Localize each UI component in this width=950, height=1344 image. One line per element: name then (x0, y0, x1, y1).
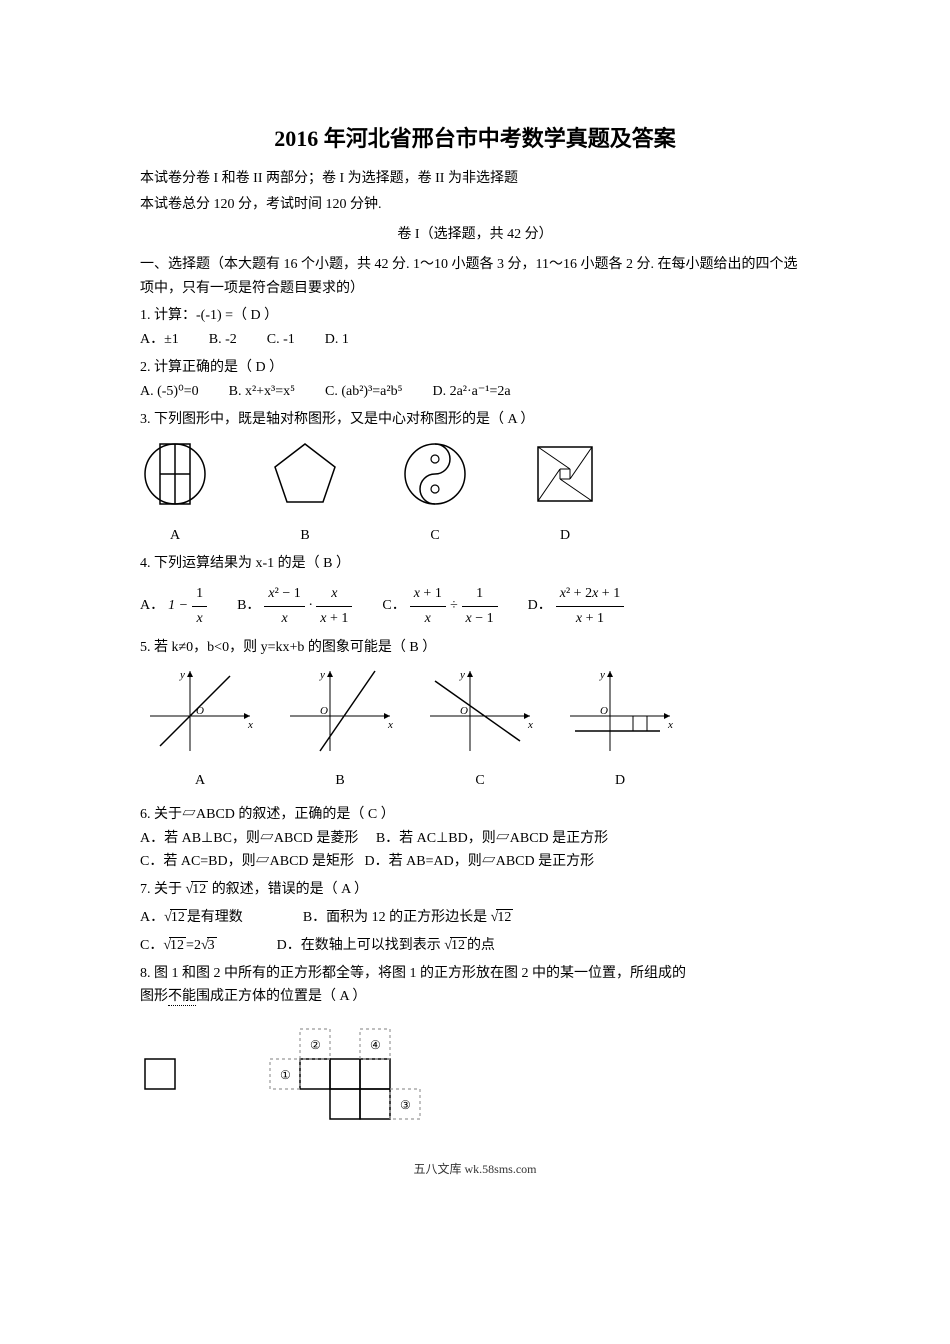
q7-row1: A．12是有理数 B．面积为 12 的正方形边长是 12 (140, 906, 810, 930)
q8-text-2: 图形不能围成正方体的位置是（ A ） (140, 989, 366, 1004)
section-1-header: 卷 I（选择题，共 42 分） (140, 223, 810, 247)
question-6: 6. 关于▱ABCD 的叙述，正确的是（ C ） A．若 AB⊥BC，则▱ABC… (140, 803, 810, 874)
q5-text: 5. 若 k≠0，b<0，则 y=kx+b 的图象可能是（ B ） (140, 640, 436, 655)
q5-graphs: O x y A O x y B O x y (140, 666, 810, 793)
q5-graph-d: O x y D (560, 666, 680, 793)
q3-fig-b: B (270, 439, 340, 548)
q7-opt-d: D．在数轴上可以找到表示 12的点 (277, 934, 495, 958)
shape-a-icon (140, 439, 210, 509)
q6-row1: A．若 AB⊥BC，则▱ABCD 是菱形 B．若 AC⊥BD，则▱ABCD 是正… (140, 827, 810, 851)
q1-opt-c: C. -1 (267, 328, 295, 352)
q4-opt-c: C． x + 1x ÷ 1x − 1 (382, 582, 497, 631)
q3-fig-c: C (400, 439, 470, 548)
question-7: 7. 关于 12 的叙述，错误的是（ A ） A．12是有理数 B．面积为 12… (140, 878, 810, 957)
q5-label-c: C (420, 769, 540, 793)
svg-text:x: x (387, 719, 393, 731)
q5-label-b: B (280, 769, 400, 793)
intro-line-1: 本试卷分卷 I 和卷 II 两部分；卷 I 为选择题，卷 II 为非选择题 (140, 167, 810, 191)
q4-text: 4. 下列运算结果为 x-1 的是（ B ） (140, 556, 350, 571)
pinwheel-icon (530, 439, 600, 509)
question-8: 8. 图 1 和图 2 中所有的正方形都全等，将图 1 的正方形放在图 2 中的… (140, 962, 810, 1130)
svg-text:O: O (460, 705, 468, 717)
line-graph-a-icon: O x y (140, 666, 260, 756)
q4-opt-a: A． 1 − 1x (140, 582, 207, 631)
q1-opt-a: A．±1 (140, 328, 179, 352)
q3-fig-a: A (140, 439, 210, 548)
q8-text-1: 8. 图 1 和图 2 中所有的正方形都全等，将图 1 的正方形放在图 2 中的… (140, 966, 686, 981)
question-3: 3. 下列图形中，既是轴对称图形，又是中心对称图形的是（ A ） A B (140, 408, 810, 548)
svg-text:③: ③ (400, 1098, 411, 1112)
q1-opt-b: B. -2 (209, 328, 237, 352)
square-icon (140, 1054, 180, 1094)
svg-text:④: ④ (370, 1038, 381, 1052)
q7-row2: C．12=23 D．在数轴上可以找到表示 12的点 (140, 934, 810, 958)
q3-fig-d: D (530, 439, 600, 548)
svg-text:y: y (599, 669, 605, 681)
question-1: 1. 计算：-(-1) =（ D ） A．±1 B. -2 C. -1 D. 1 (140, 304, 810, 352)
q6-opt-d: D．若 AB=AD，则▱ABCD 是正方形 (365, 854, 595, 869)
line-graph-d-icon: O x y (560, 666, 680, 756)
cube-net-icon: ① ② ④ ③ (230, 1019, 450, 1129)
q8-figures: ① ② ④ ③ (140, 1019, 810, 1129)
q2-opt-b: B. x²+x³=x⁵ (229, 380, 295, 404)
q3-label-a: A (140, 524, 210, 548)
q2-opt-c: C. (ab²)³=a²b⁵ (325, 380, 402, 404)
q6-opt-b: B．若 AC⊥BD，则▱ABCD 是正方形 (376, 831, 608, 846)
q2-opt-d: D. 2a²·a⁻¹=2a (432, 380, 510, 404)
q7-opt-c: C．12=23 (140, 934, 217, 958)
q5-graph-c: O x y C (420, 666, 540, 793)
yinyang-icon (400, 439, 470, 509)
q3-figures: A B C (140, 439, 810, 548)
q3-text: 3. 下列图形中，既是轴对称图形，又是中心对称图形的是（ A ） (140, 412, 534, 427)
q1-text: 1. 计算：-(-1) =（ D ） (140, 308, 278, 323)
question-4: 4. 下列运算结果为 x-1 的是（ B ） A． 1 − 1x B． x² −… (140, 552, 810, 630)
q2-opt-a: A. (-5)⁰=0 (140, 380, 199, 404)
svg-text:O: O (600, 705, 608, 717)
q5-label-a: A (140, 769, 260, 793)
svg-text:x: x (247, 719, 253, 731)
q7-text: 7. 关于 12 的叙述，错误的是（ A ） (140, 882, 368, 897)
q4-opt-d: D． x² + 2x + 1x + 1 (528, 582, 625, 631)
section-1-desc: 一、选择题（本大题有 16 个小题，共 42 分. 1～10 小题各 3 分，1… (140, 253, 810, 301)
q4-options: A． 1 − 1x B． x² − 1x · xx + 1 C． x + 1x … (140, 582, 810, 631)
q1-opt-d: D. 1 (325, 328, 349, 352)
pentagon-icon (270, 439, 340, 509)
q6-text: 6. 关于▱ABCD 的叙述，正确的是（ C ） (140, 807, 395, 822)
line-graph-c-icon: O x y (420, 666, 540, 756)
q6-row2: C．若 AC=BD，则▱ABCD 是矩形 D．若 AB=AD，则▱ABCD 是正… (140, 850, 810, 874)
q4-opt-b: B． x² − 1x · xx + 1 (237, 582, 352, 631)
q3-label-c: C (400, 524, 470, 548)
line-graph-b-icon: O x y (280, 666, 400, 756)
q3-label-b: B (270, 524, 340, 548)
q5-label-d: D (560, 769, 680, 793)
q5-graph-a: O x y A (140, 666, 260, 793)
q7-opt-b: B．面积为 12 的正方形边长是 12 (303, 906, 514, 930)
question-5: 5. 若 k≠0，b<0，则 y=kx+b 的图象可能是（ B ） O x y … (140, 636, 810, 792)
q2-text: 2. 计算正确的是（ D ） (140, 360, 283, 375)
page-title: 2016 年河北省邢台市中考数学真题及答案 (140, 120, 810, 157)
q6-opt-c: C．若 AC=BD，则▱ABCD 是矩形 (140, 854, 354, 869)
q5-graph-b: O x y B (280, 666, 400, 793)
intro-line-2: 本试卷总分 120 分，考试时间 120 分钟. (140, 193, 810, 217)
svg-text:②: ② (310, 1038, 321, 1052)
q3-label-d: D (530, 524, 600, 548)
page-footer: 五八文库 wk.58sms.com (140, 1159, 810, 1179)
q7-opt-a: A．12是有理数 (140, 906, 243, 930)
q2-options: A. (-5)⁰=0 B. x²+x³=x⁵ C. (ab²)³=a²b⁵ D.… (140, 380, 810, 404)
svg-text:y: y (319, 669, 325, 681)
svg-text:x: x (527, 719, 533, 731)
svg-text:O: O (320, 705, 328, 717)
svg-text:y: y (459, 669, 465, 681)
q1-options: A．±1 B. -2 C. -1 D. 1 (140, 328, 810, 352)
q6-opt-a: A．若 AB⊥BC，则▱ABCD 是菱形 (140, 831, 358, 846)
svg-text:y: y (179, 669, 185, 681)
question-2: 2. 计算正确的是（ D ） A. (-5)⁰=0 B. x²+x³=x⁵ C.… (140, 356, 810, 404)
svg-text:①: ① (280, 1068, 291, 1082)
svg-text:x: x (667, 719, 673, 731)
